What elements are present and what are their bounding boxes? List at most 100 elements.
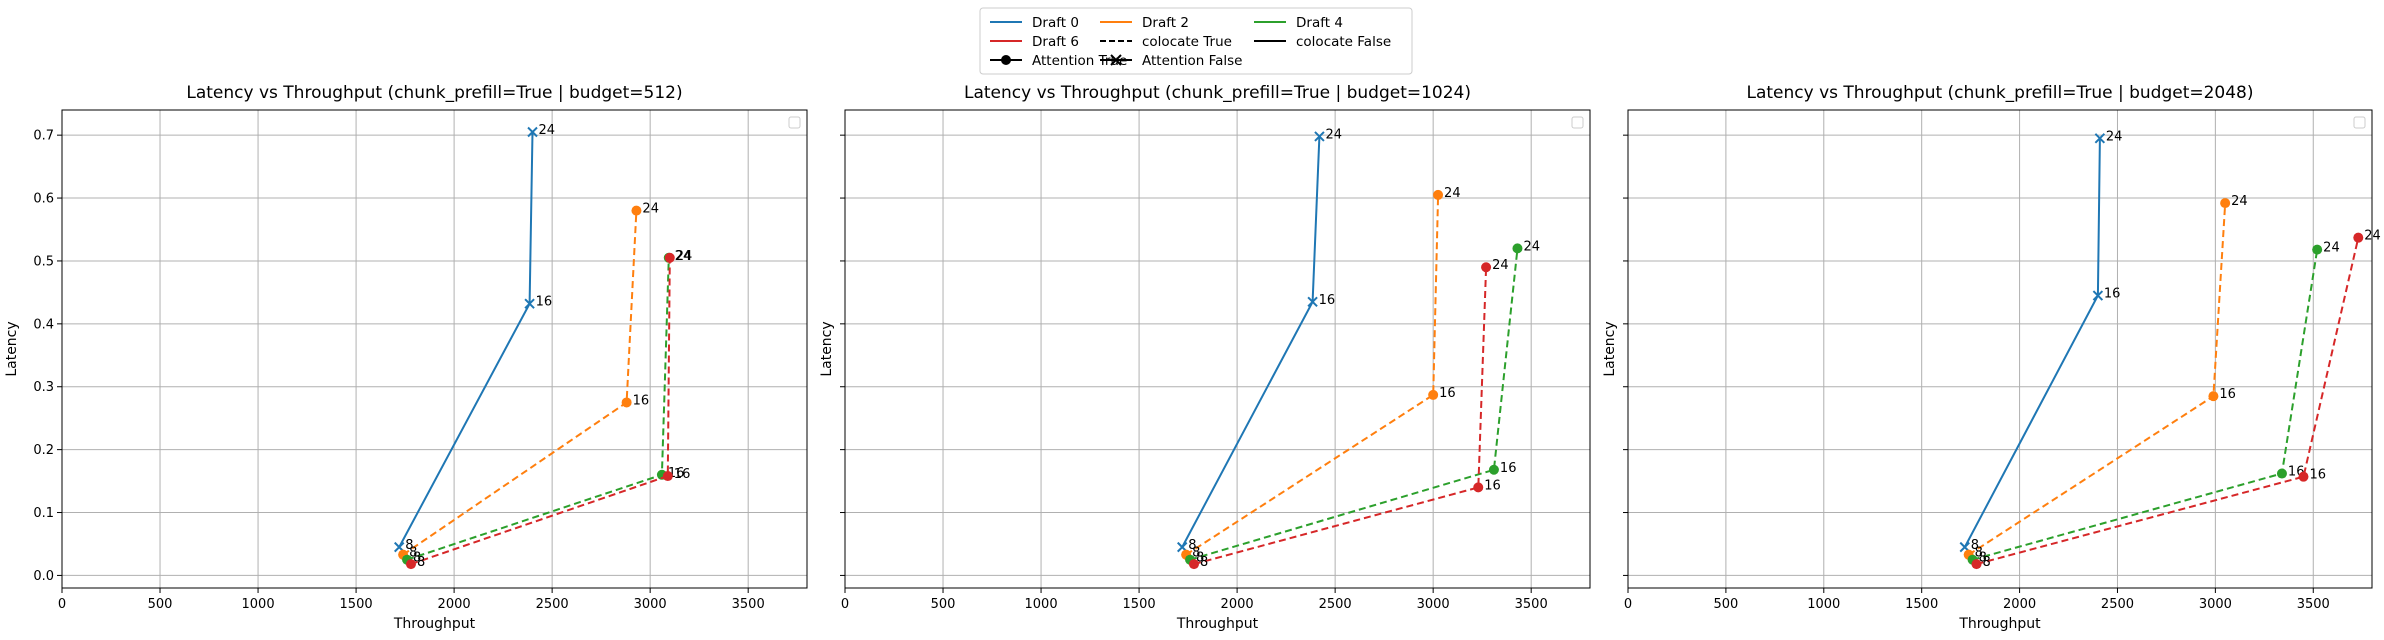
x-tick-label: 3000 — [1417, 597, 1450, 612]
data-label: 8 — [409, 546, 417, 561]
data-point — [1433, 189, 1444, 200]
series-draft-6: 8 16 24 — [1971, 229, 2381, 570]
x-tick-label: 2500 — [536, 597, 569, 612]
legend-item: Draft 4 — [1254, 15, 1343, 31]
y-axis-label: Latency — [819, 321, 835, 376]
legend-marker-x — [1110, 54, 1122, 66]
data-point — [2276, 468, 2287, 479]
legend-item: Draft 0 — [990, 15, 1079, 31]
data-label: 16 — [2309, 468, 2326, 483]
data-label: 8 — [1188, 538, 1196, 553]
y-axis-label: Latency — [4, 321, 20, 376]
data-point — [664, 252, 675, 263]
subplot-1: 0 500 1000 1500 2000 2500 3000 3500 0.0 0.1 0.2 0.3… — [4, 83, 808, 632]
x-axis-label: Throughput — [393, 616, 476, 632]
data-point-x — [2092, 290, 2104, 301]
x-tick-label: 0 — [1624, 597, 1632, 612]
data-label: 24 — [2106, 129, 2123, 144]
y-tick-label: 0.0 — [33, 569, 54, 584]
data-label: 24 — [1325, 127, 1342, 142]
series-line — [1963, 138, 2101, 548]
data-point — [1512, 243, 1523, 254]
data-label: 8 — [1983, 555, 1991, 570]
x-axis-label: Throughput — [1176, 616, 1259, 632]
y-tick-label: 0.7 — [33, 129, 54, 144]
data-label: 16 — [674, 467, 691, 482]
series-draft-4: 8 16 24 — [1967, 241, 2340, 566]
data-label: 16 — [633, 393, 650, 408]
y-tick-label: 0.1 — [33, 506, 54, 521]
data-label: 24 — [1492, 258, 1509, 273]
x-tick-label: 1000 — [1025, 597, 1058, 612]
legend-item: Attention False — [1100, 53, 1243, 69]
x-tick-label: 1500 — [1905, 597, 1938, 612]
legend-item: Attention True — [990, 53, 1127, 69]
series-line — [1193, 267, 1488, 566]
x-tick-label: 1500 — [340, 597, 373, 612]
data-label: 24 — [539, 123, 556, 138]
data-point — [1481, 262, 1492, 273]
series-line — [1976, 237, 2360, 566]
legend-item: colocate False — [1254, 34, 1391, 50]
data-point — [1971, 559, 1982, 570]
legend-label: Draft 2 — [1142, 15, 1189, 31]
x-tick-label: 3500 — [732, 597, 765, 612]
subplot-3: 0 500 1000 1500 2000 2500 3000 3500 Latency vs T… — [1602, 83, 2381, 632]
series-draft-2: 8 16 24 — [1181, 186, 1461, 561]
series-line — [402, 210, 638, 556]
x-tick-label: 2500 — [1319, 597, 1352, 612]
x-tick-label: 0 — [841, 597, 849, 612]
data-label: 24 — [2231, 194, 2248, 209]
x-tick-label: 3500 — [2297, 597, 2330, 612]
y-tick-label: 0.5 — [33, 254, 54, 269]
series-line — [398, 131, 534, 548]
data-label: 8 — [1971, 538, 1979, 553]
x-tick-label: 0 — [58, 597, 66, 612]
subplot-2: 0 500 1000 1500 2000 2500 3000 3500 Latency vs T… — [819, 83, 1591, 632]
legend-item: Draft 2 — [1100, 15, 1189, 31]
data-point-x — [527, 126, 538, 138]
series-line — [1189, 248, 1519, 561]
data-point — [2312, 244, 2323, 255]
data-label: 8 — [1979, 551, 1987, 566]
legend-frame — [979, 7, 1413, 75]
x-tick-label: 3000 — [634, 597, 667, 612]
data-label: 24 — [642, 202, 659, 217]
axes-frame — [61, 109, 808, 589]
legend-label: Attention False — [1142, 53, 1243, 69]
legend-label: Attention True — [1032, 53, 1127, 69]
data-point — [631, 205, 642, 216]
y-axis-label: Latency — [1602, 321, 1618, 376]
y-tick-label: 0.3 — [33, 380, 54, 395]
axes-frame — [1627, 109, 2373, 589]
data-point — [2208, 391, 2219, 402]
data-label: 24 — [2323, 241, 2340, 256]
data-label: 16 — [1500, 461, 1517, 476]
data-label: 16 — [1484, 478, 1501, 493]
y-tick-label: 0.4 — [33, 317, 54, 332]
series-draft-2: 8 16 24 — [398, 202, 659, 561]
data-point — [621, 397, 632, 408]
legend-label: colocate True — [1142, 34, 1232, 50]
data-point — [405, 559, 416, 570]
legend-label: Draft 0 — [1032, 15, 1079, 31]
x-tick-label: 2000 — [2003, 597, 2036, 612]
data-point — [2298, 471, 2309, 482]
x-tick-label: 1500 — [1123, 597, 1156, 612]
series-line — [410, 257, 671, 566]
x-tick-label: 500 — [931, 597, 956, 612]
x-tick-label: 500 — [148, 597, 173, 612]
empty-legend-box — [2353, 116, 2366, 129]
series-line — [1185, 194, 1440, 556]
data-point — [1473, 482, 1484, 493]
data-label: 16 — [2104, 287, 2121, 302]
series-line — [1972, 249, 2319, 561]
data-label: 8 — [413, 551, 421, 566]
x-tick-label: 3000 — [2199, 597, 2232, 612]
y-tick-label: 0.2 — [33, 443, 54, 458]
data-label: 24 — [676, 249, 693, 264]
series-draft-0: 8 16 24 — [394, 123, 556, 553]
x-tick-label: 500 — [1713, 597, 1738, 612]
data-point-x — [1307, 296, 1318, 308]
